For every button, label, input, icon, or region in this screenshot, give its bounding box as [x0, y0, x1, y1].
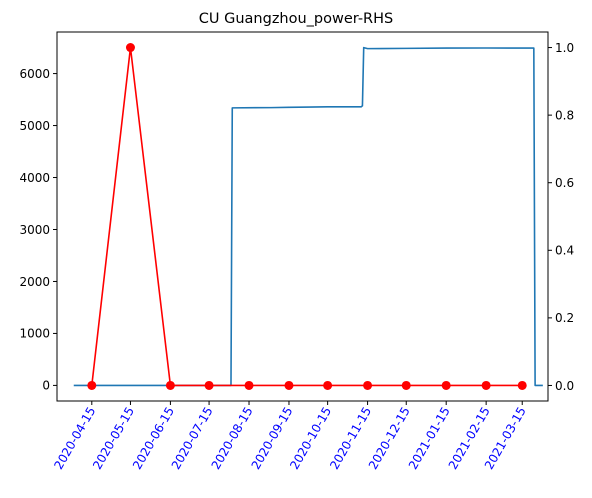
right-y-tick-label: 0.6 [555, 176, 574, 190]
right-y-tick-label: 0.4 [555, 244, 574, 258]
left-y-tick-label: 5000 [19, 119, 50, 133]
left-y-tick-label: 3000 [19, 223, 50, 237]
series-2-point [402, 381, 411, 390]
right-y-tick-label: 0.0 [555, 379, 574, 393]
left-y-tick-label: 6000 [19, 67, 50, 81]
series-2-point [245, 381, 254, 390]
series-2-point [126, 43, 135, 52]
left-y-tick-label: 2000 [19, 275, 50, 289]
series-2-point [284, 381, 293, 390]
series-2-point [482, 381, 491, 390]
series-2-point [442, 381, 451, 390]
series-2-point [87, 381, 96, 390]
chart-title: CU Guangzhou_power-RHS [199, 11, 393, 27]
left-y-tick-label: 1000 [19, 327, 50, 341]
series-2-point [166, 381, 175, 390]
series-2-point [323, 381, 332, 390]
right-y-tick-label: 0.2 [555, 311, 574, 325]
series-2-point [205, 381, 214, 390]
right-y-tick-label: 0.8 [555, 108, 574, 122]
left-y-tick-label: 0 [42, 379, 50, 393]
left-y-tick-label: 4000 [19, 171, 50, 185]
right-y-tick-label: 1.0 [555, 41, 574, 55]
series-2-point [363, 381, 372, 390]
series-2-point [518, 381, 527, 390]
